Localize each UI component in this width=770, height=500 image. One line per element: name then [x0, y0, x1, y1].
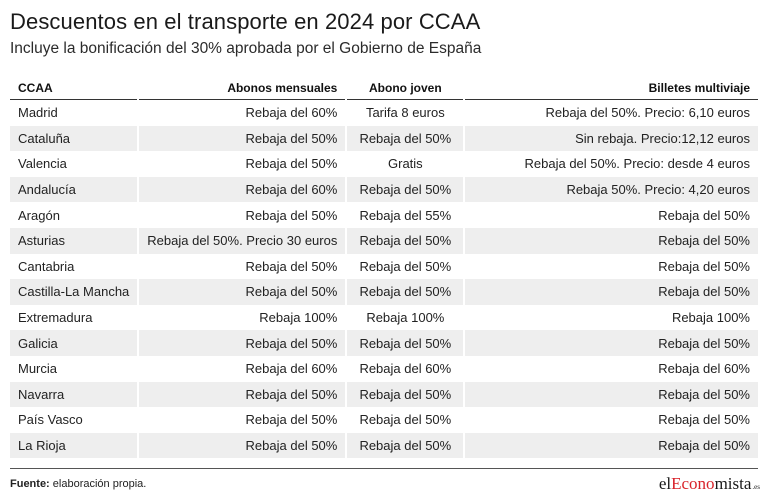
cell-abonos-mensuales: Rebaja del 50%: [137, 381, 347, 408]
column-header-abonos-mensuales: Abonos mensuales: [137, 76, 347, 100]
cell-billetes-multiviaje: Sin rebaja. Precio:12,12 euros: [463, 125, 758, 152]
cell-abonos-mensuales: Rebaja del 50%: [137, 407, 347, 433]
cell-billetes-multiviaje: Rebaja del 50%: [463, 330, 758, 356]
cell-abonos-mensuales: Rebaja del 50%: [137, 202, 347, 228]
cell-abonos-mensuales: Rebaja del 50%: [137, 253, 347, 280]
logo-part-2: Econo: [671, 474, 715, 493]
cell-abono-joven: Rebaja del 60%: [345, 355, 465, 382]
table-row: Andalucía Rebaja del 60% Rebaja del 50% Reb…: [10, 176, 758, 203]
logo-part-1: el: [658, 474, 672, 493]
cell-ccaa: Murcia: [18, 361, 58, 377]
column-header-billetes-multiviaje: Billetes multiviaje: [463, 76, 758, 100]
cell-abonos-mensuales: Rebaja del 50%: [137, 432, 347, 459]
cell-abonos-mensuales: Rebaja del 60%: [137, 99, 347, 126]
column-header-ccaa: CCAA: [10, 76, 139, 100]
table-row: La Rioja Rebaja del 50% Rebaja del 50% Reba…: [10, 432, 758, 459]
table-body: Madrid Rebaja del 60% Tarifa 8 euros Rebaja…: [10, 99, 758, 459]
page-title: Descuentos en el transporte en 2024 por …: [10, 9, 481, 34]
table-row: Galicia Rebaja del 50% Rebaja del 50% Rebaj…: [10, 330, 758, 356]
cell-billetes-multiviaje: Rebaja del 50%: [463, 227, 758, 254]
cell-ccaa: Extremadura: [18, 310, 93, 326]
eleconomista-logo: elEconomista.es: [659, 474, 760, 494]
footer-divider: [10, 468, 758, 469]
cell-abono-joven: Rebaja del 50%: [345, 381, 465, 408]
cell-ccaa: Asturias: [10, 227, 139, 254]
table-row: Valencia Rebaja del 50% Gratis Rebaja del 5…: [10, 151, 758, 177]
table-row: Aragón Rebaja del 50% Rebaja del 55% Rebaja…: [10, 202, 758, 228]
cell-billetes-multiviaje: Rebaja del 50%: [463, 381, 758, 408]
discounts-table: CCAA Abonos mensuales Abono joven Billet…: [10, 76, 758, 459]
cell-abonos-mensuales: Rebaja del 60%: [137, 355, 347, 382]
cell-billetes-multiviaje: Rebaja del 60%: [463, 355, 758, 382]
cell-abono-joven: Rebaja del 50%: [345, 176, 465, 203]
cell-ccaa: Galicia: [10, 330, 139, 356]
cell-ccaa: Madrid: [18, 105, 58, 121]
cell-abono-joven: Rebaja del 50%: [345, 432, 465, 459]
logo-tld: .es: [752, 483, 760, 491]
cell-abono-joven: Gratis: [345, 151, 465, 177]
cell-abonos-mensuales: Rebaja 100%: [137, 304, 347, 331]
cell-abono-joven: Rebaja del 55%: [345, 202, 465, 228]
source-note: Fuente: elaboración propia.: [10, 478, 146, 490]
cell-ccaa: La Rioja: [10, 432, 139, 459]
table-row: Navarra Rebaja del 50% Rebaja del 50% Rebaj…: [10, 381, 758, 408]
cell-billetes-multiviaje: Rebaja del 50%: [463, 279, 758, 305]
cell-billetes-multiviaje: Rebaja del 50%: [463, 407, 758, 433]
cell-abonos-mensuales: Rebaja del 60%: [137, 176, 347, 203]
cell-abono-joven: Rebaja del 50%: [345, 330, 465, 356]
table-row: Cantabria Rebaja del 50% Rebaja del 50% Reb…: [10, 253, 758, 280]
cell-abonos-mensuales: Rebaja del 50%. Precio 30 euros: [137, 227, 347, 254]
cell-abono-joven: Rebaja del 50%: [345, 407, 465, 433]
cell-abono-joven: Rebaja del 50%: [345, 253, 465, 280]
cell-abono-joven: Rebaja del 50%: [345, 279, 465, 305]
cell-ccaa: Aragón: [18, 207, 60, 223]
table-row: Asturias Rebaja del 50%. Precio 30 euros R…: [10, 227, 758, 254]
cell-abono-joven: Tarifa 8 euros: [345, 99, 465, 126]
cell-ccaa: Cataluña: [10, 125, 139, 152]
cell-billetes-multiviaje: Rebaja del 50%: [463, 202, 758, 228]
source-label: Fuente:: [10, 478, 50, 490]
cell-abono-joven: Rebaja del 50%: [345, 227, 465, 254]
cell-ccaa: País Vasco: [18, 412, 83, 428]
page-subtitle: Incluye la bonificación del 30% aprobada…: [10, 40, 482, 57]
column-header-abono-joven: Abono joven: [345, 76, 465, 100]
cell-abonos-mensuales: Rebaja del 50%: [137, 330, 347, 356]
cell-ccaa: Navarra: [10, 381, 139, 408]
cell-billetes-multiviaje: Rebaja del 50%: [463, 432, 758, 459]
table-row: Cataluña Rebaja del 50% Rebaja del 50% Sin …: [10, 125, 758, 152]
table-header: CCAA Abonos mensuales Abono joven Billet…: [10, 76, 758, 100]
cell-billetes-multiviaje: Rebaja del 50%: [463, 253, 758, 280]
cell-abonos-mensuales: Rebaja del 50%: [137, 125, 347, 152]
cell-ccaa: Valencia: [18, 156, 67, 172]
cell-ccaa: Andalucía: [10, 176, 139, 203]
cell-billetes-multiviaje: Rebaja del 50%. Precio: desde 4 euros: [463, 151, 758, 177]
table-row: Murcia Rebaja del 60% Rebaja del 60% Rebaja…: [10, 355, 758, 382]
table-row: Extremadura Rebaja 100% Rebaja 100% Rebaja …: [10, 304, 758, 331]
source-text: elaboración propia.: [49, 478, 147, 490]
table-row: País Vasco Rebaja del 50% Rebaja del 50% Re…: [10, 407, 758, 433]
table-row: Castilla-La Mancha Rebaja del 50% Rebaja d…: [10, 279, 758, 305]
cell-billetes-multiviaje: Rebaja 100%: [463, 304, 758, 331]
cell-abono-joven: Rebaja 100%: [345, 304, 465, 331]
table-row: Madrid Rebaja del 60% Tarifa 8 euros Rebaja…: [10, 99, 758, 126]
cell-billetes-multiviaje: Rebaja del 50%. Precio: 6,10 euros: [463, 99, 758, 126]
table-header-row: CCAA Abonos mensuales Abono joven Billet…: [10, 76, 758, 100]
cell-abonos-mensuales: Rebaja del 50%: [137, 151, 347, 177]
cell-ccaa: Cantabria: [18, 258, 75, 274]
cell-billetes-multiviaje: Rebaja 50%. Precio: 4,20 euros: [463, 176, 758, 203]
cell-abonos-mensuales: Rebaja del 50%: [137, 279, 347, 305]
logo-part-3: mista: [714, 474, 752, 493]
cell-ccaa: Castilla-La Mancha: [10, 279, 139, 305]
cell-abono-joven: Rebaja del 50%: [345, 125, 465, 152]
